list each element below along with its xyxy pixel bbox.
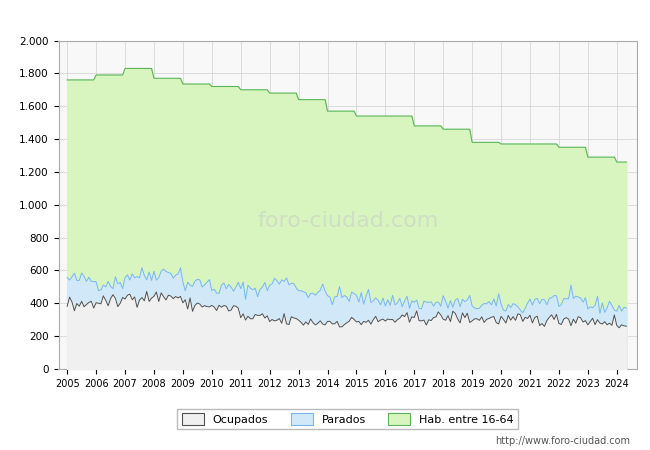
- Text: foro-ciudad.com: foro-ciudad.com: [257, 211, 439, 231]
- Text: Torre del Bierzo - Evolucion de la poblacion en edad de Trabajar Mayo de 2024: Torre del Bierzo - Evolucion de la pobla…: [63, 13, 587, 26]
- Text: http://www.foro-ciudad.com: http://www.foro-ciudad.com: [495, 436, 630, 446]
- Legend: Ocupados, Parados, Hab. entre 16-64: Ocupados, Parados, Hab. entre 16-64: [177, 409, 518, 429]
